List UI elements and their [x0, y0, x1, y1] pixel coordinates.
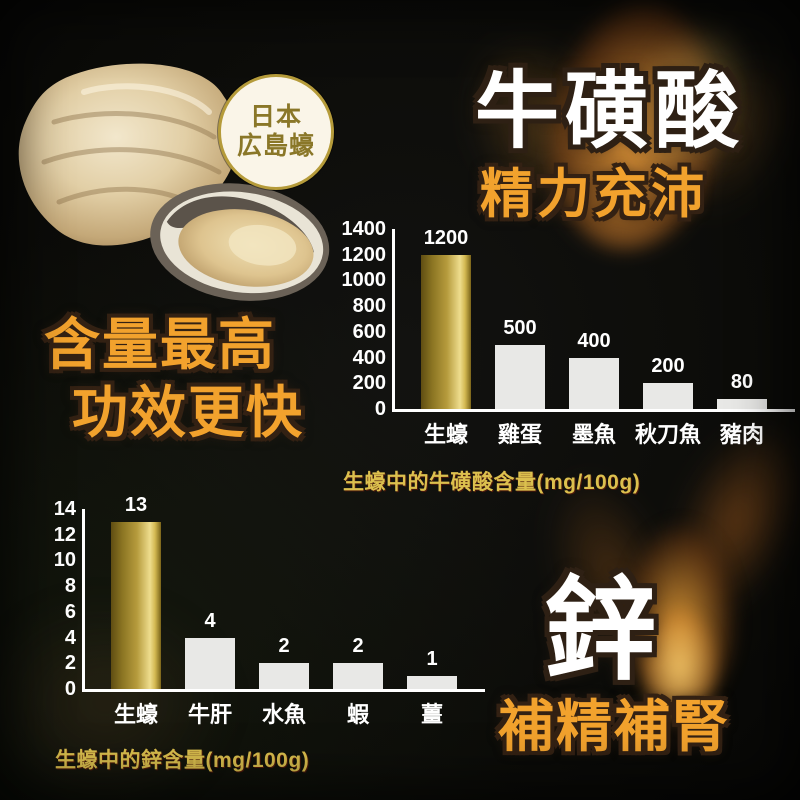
bar	[333, 663, 383, 689]
bar-value-label: 2	[352, 635, 364, 658]
zinc-subheading: 補精補腎	[498, 695, 730, 758]
bar	[717, 398, 767, 409]
y-tick-label: 4	[64, 626, 76, 649]
bar	[569, 357, 619, 409]
y-tick-label: 1400	[341, 218, 387, 240]
x-category-label: 蝦	[346, 702, 369, 727]
slogan-line2: 功效更快	[72, 381, 304, 444]
slogan-line1: 含量最高	[44, 313, 276, 376]
bar-value-label: 4	[204, 609, 216, 632]
zinc-chart-caption: 生蠔中的鋅含量(mg/100g)	[55, 749, 310, 772]
x-category-label: 薑	[420, 702, 443, 727]
y-tick-label: 800	[352, 295, 386, 318]
y-tick-label: 0	[374, 398, 386, 420]
bar-value-label: 1200	[423, 226, 469, 249]
x-category-label: 豬肉	[719, 422, 764, 447]
taurine-chart-caption: 生蠔中的牛磺酸含量(mg/100g)	[343, 471, 641, 494]
x-category-label: 生蠔	[113, 702, 158, 727]
x-category-label: 牛肝	[187, 702, 232, 727]
badge-line2: 広島蠔	[236, 132, 315, 160]
bar	[495, 344, 545, 409]
oyster-photo	[18, 63, 330, 301]
bar-value-label: 200	[651, 355, 685, 378]
highlight-bar	[111, 521, 161, 689]
plot-area	[392, 229, 795, 412]
highlight-bar	[421, 254, 471, 409]
origin-badge: 日本 広島蠔	[218, 74, 334, 190]
y-tick-label: 1200	[341, 243, 387, 266]
x-category-label: 生蠔	[423, 422, 468, 447]
zinc-bar-chart: 0 2 4 6 8 10 12 14 13 生蠔 4 牛肝 2 水魚 2 蝦 1 薑	[30, 494, 500, 755]
y-tick-label: 14	[53, 498, 76, 520]
bar-value-label: 400	[577, 329, 611, 352]
zinc-heading: 鋅	[544, 568, 656, 693]
bar	[643, 383, 693, 409]
taurine-subheading: 精力充沛	[480, 165, 708, 224]
y-tick-label: 8	[64, 575, 76, 598]
y-tick-label: 200	[352, 372, 386, 395]
y-tick-label: 400	[352, 346, 386, 369]
taurine-bar-chart: 0 200 400 600 800 1000 1200 1400 1200 生蠔 500 雞蛋 400 墨…	[340, 218, 800, 475]
bar-value-label: 80	[730, 370, 754, 393]
y-tick-label: 12	[53, 523, 76, 546]
x-category-label: 水魚	[261, 702, 306, 727]
y-tick-label: 0	[64, 678, 76, 700]
y-tick-label: 2	[64, 652, 76, 675]
taurine-heading: 牛磺酸	[474, 64, 745, 158]
bar-value-label: 1	[426, 648, 438, 671]
bar-value-label: 2	[278, 635, 290, 658]
bar	[185, 637, 235, 689]
y-tick-label: 10	[53, 549, 76, 572]
y-tick-label: 6	[64, 600, 76, 623]
bar-value-label: 13	[124, 493, 148, 516]
bar	[259, 663, 309, 689]
x-category-label: 墨魚	[571, 422, 616, 447]
bar	[407, 676, 457, 689]
plot-area	[82, 509, 485, 692]
bar-value-label: 500	[503, 316, 537, 339]
y-tick-label: 1000	[341, 269, 387, 292]
x-category-label: 雞蛋	[497, 422, 542, 447]
y-tick-label: 600	[352, 320, 386, 343]
badge-line1: 日本	[249, 102, 302, 131]
